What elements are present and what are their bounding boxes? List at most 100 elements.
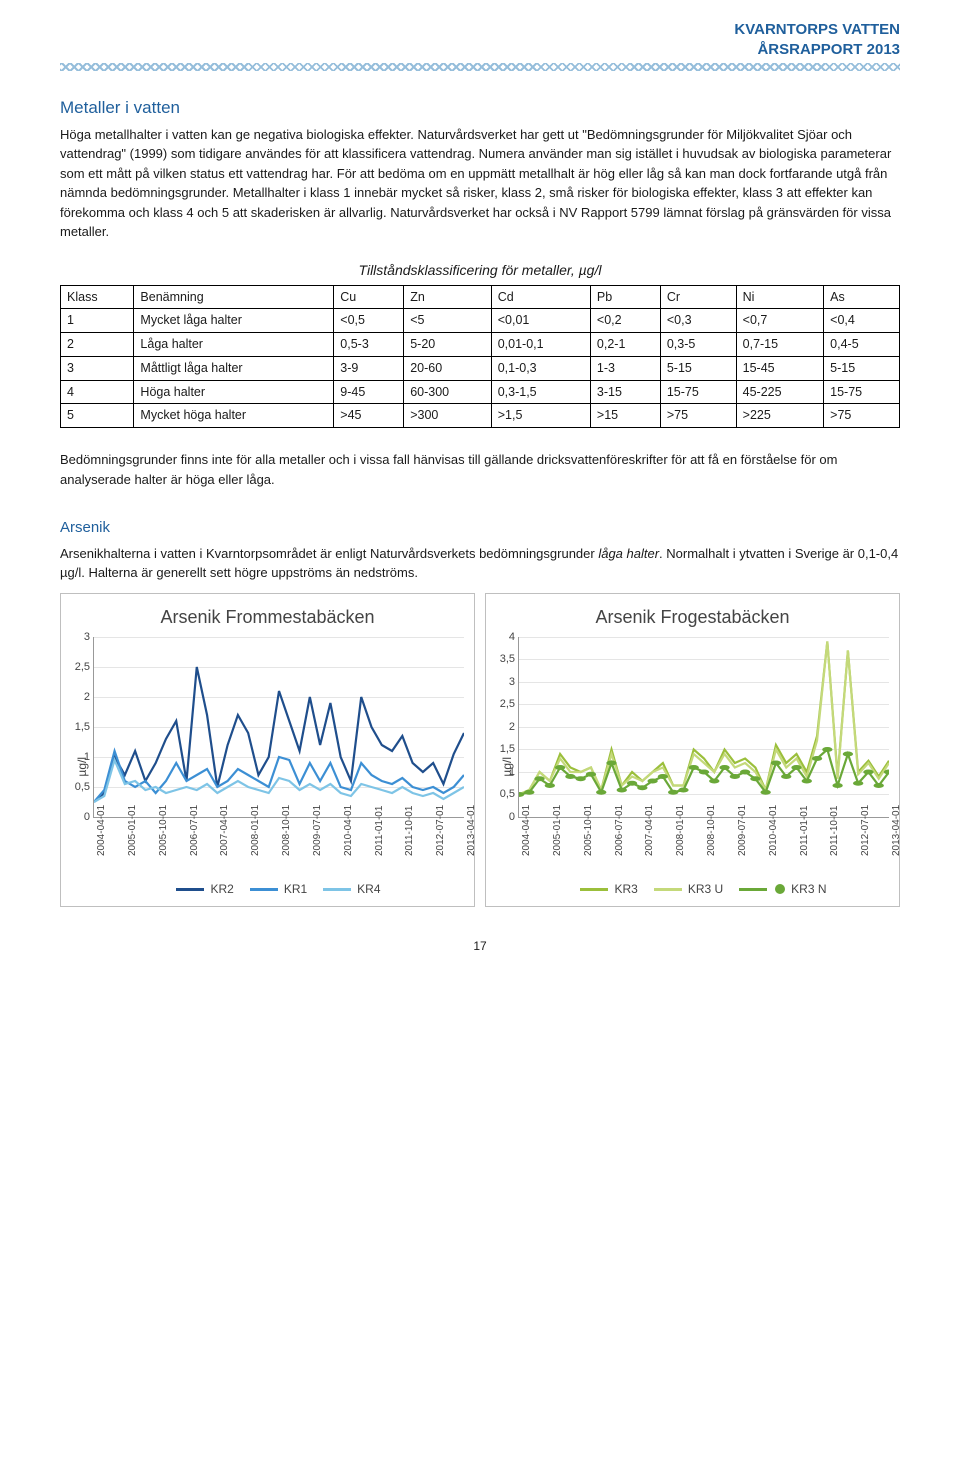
header-divider <box>60 63 900 71</box>
ytick-label: 2,5 <box>66 658 90 675</box>
report-header: KVARNTORPS VATTEN ÅRSRAPPORT 2013 <box>60 20 900 59</box>
arsenik-text-italic: låga halter <box>598 546 659 561</box>
legend-item: KR1 <box>250 880 307 898</box>
section-paragraph-1: Höga metallhalter i vatten kan ge negati… <box>60 125 900 242</box>
table-cell: >300 <box>404 404 492 428</box>
header-line1: KVARNTORPS VATTEN <box>60 20 900 40</box>
ytick-label: 0,5 <box>66 778 90 795</box>
table-cell: 4 <box>61 380 134 404</box>
table-row: 5Mycket höga halter>45>300>1,5>15>75>225… <box>61 404 900 428</box>
table-cell: 0,5-3 <box>334 333 404 357</box>
table-cell: 0,4-5 <box>824 333 900 357</box>
table-cell: 20-60 <box>404 356 492 380</box>
ytick-label: 2 <box>66 688 90 705</box>
table-cell: 0,3-1,5 <box>491 380 590 404</box>
paragraph-2: Bedömningsgrunder finns inte för alla me… <box>60 450 900 489</box>
table-row: 4Höga halter9-4560-3000,3-1,53-1515-7545… <box>61 380 900 404</box>
table-cell: Låga halter <box>134 333 334 357</box>
table-cell: >15 <box>590 404 660 428</box>
table-header-cell: As <box>824 285 900 309</box>
chart2-plot: 00,511,522,533,542004-04-012005-01-01200… <box>518 637 889 818</box>
table-cell: 0,1-0,3 <box>491 356 590 380</box>
table-header-cell: Zn <box>404 285 492 309</box>
table-cell: Höga halter <box>134 380 334 404</box>
table-cell: <0,4 <box>824 309 900 333</box>
table-cell: >75 <box>824 404 900 428</box>
table-row: 3Måttligt låga halter3-920-600,1-0,31-35… <box>61 356 900 380</box>
legend-item: KR3 <box>580 880 637 898</box>
chart-frommestabacken: Arsenik Frommestabäcken µg/l 00,511,522,… <box>60 593 475 908</box>
legend-item: KR3 U <box>654 880 723 898</box>
table-cell: <0,7 <box>736 309 824 333</box>
table-header-cell: Pb <box>590 285 660 309</box>
page-number: 17 <box>60 937 900 955</box>
table-cell: 1 <box>61 309 134 333</box>
ytick-label: 3 <box>66 628 90 645</box>
ytick-label: 2 <box>491 718 515 735</box>
table-row: 2Låga halter0,5-35-200,01-0,10,2-10,3-50… <box>61 333 900 357</box>
section-title-metaller: Metaller i vatten <box>60 95 900 121</box>
ytick-label: 0 <box>66 808 90 825</box>
arsenik-paragraph: Arsenikhalterna i vatten i Kvarntorpsomr… <box>60 544 900 583</box>
table-cell: 60-300 <box>404 380 492 404</box>
table-cell: 3-15 <box>590 380 660 404</box>
table-cell: <0,2 <box>590 309 660 333</box>
ytick-label: 3 <box>491 673 515 690</box>
legend-item: KR4 <box>323 880 380 898</box>
table-cell: 0,7-15 <box>736 333 824 357</box>
table-header-cell: Cd <box>491 285 590 309</box>
table-cell: Måttligt låga halter <box>134 356 334 380</box>
subsection-title-arsenik: Arsenik <box>60 517 900 540</box>
table-cell: 2 <box>61 333 134 357</box>
table-row: 1Mycket låga halter<0,5<5<0,01<0,2<0,3<0… <box>61 309 900 333</box>
table-cell: 9-45 <box>334 380 404 404</box>
table-cell: 15-45 <box>736 356 824 380</box>
legend-item: KR2 <box>176 880 233 898</box>
chart2-legend: KR3KR3 UKR3 N <box>518 878 889 899</box>
chart1-plot: 00,511,522,532004-04-012005-01-012005-10… <box>93 637 464 818</box>
table-cell: 5-15 <box>660 356 736 380</box>
chart-frogestabacken: Arsenik Frogestabäcken µg/l 00,511,522,5… <box>485 593 900 908</box>
table-cell: 45-225 <box>736 380 824 404</box>
table-cell: 15-75 <box>824 380 900 404</box>
chart1-legend: KR2 KR1 KR4 <box>93 878 464 899</box>
table-cell: 5 <box>61 404 134 428</box>
table-header-cell: Benämning <box>134 285 334 309</box>
xtick-label: 2013-04-01 <box>464 804 479 855</box>
table-cell: 5-20 <box>404 333 492 357</box>
ytick-label: 2,5 <box>491 696 515 713</box>
arsenik-text-a: Arsenikhalterna i vatten i Kvarntorpsomr… <box>60 546 598 561</box>
table-cell: 0,2-1 <box>590 333 660 357</box>
chart1-title: Arsenik Frommestabäcken <box>71 604 464 631</box>
table-cell: <0,01 <box>491 309 590 333</box>
ytick-label: 0,5 <box>491 786 515 803</box>
table-header-cell: Klass <box>61 285 134 309</box>
xtick-label: 2013-04-01 <box>889 804 904 855</box>
table-header-cell: Cr <box>660 285 736 309</box>
ytick-label: 1,5 <box>66 718 90 735</box>
table-cell: 0,3-5 <box>660 333 736 357</box>
table-caption: Tillståndsklassificering för metaller, µ… <box>60 260 900 281</box>
ytick-label: 1,5 <box>491 741 515 758</box>
header-line2: ÅRSRAPPORT 2013 <box>60 40 900 60</box>
table-header-cell: Ni <box>736 285 824 309</box>
table-cell: >45 <box>334 404 404 428</box>
table-cell: >75 <box>660 404 736 428</box>
table-cell: 15-75 <box>660 380 736 404</box>
table-header-cell: Cu <box>334 285 404 309</box>
chart2-title: Arsenik Frogestabäcken <box>496 604 889 631</box>
table-cell: 3-9 <box>334 356 404 380</box>
table-cell: 0,01-0,1 <box>491 333 590 357</box>
table-cell: 3 <box>61 356 134 380</box>
ytick-label: 1 <box>66 748 90 765</box>
table-cell: 5-15 <box>824 356 900 380</box>
ytick-label: 4 <box>491 628 515 645</box>
table-cell: <0,5 <box>334 309 404 333</box>
table-cell: 1-3 <box>590 356 660 380</box>
classification-table: KlassBenämningCuZnCdPbCrNiAs 1Mycket låg… <box>60 285 900 429</box>
table-cell: >225 <box>736 404 824 428</box>
table-cell: <5 <box>404 309 492 333</box>
charts-row: Arsenik Frommestabäcken µg/l 00,511,522,… <box>60 593 900 908</box>
table-cell: <0,3 <box>660 309 736 333</box>
table-cell: Mycket låga halter <box>134 309 334 333</box>
